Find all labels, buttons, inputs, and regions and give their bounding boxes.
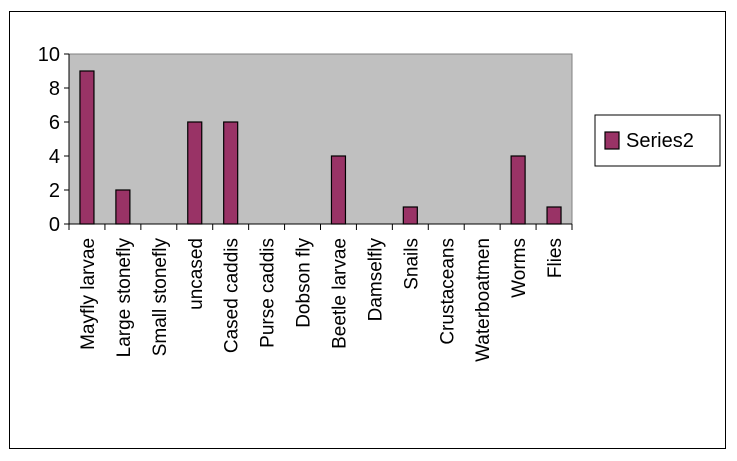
- plot-area: [68, 53, 573, 225]
- x-tick-label: Small stonefly: [150, 238, 171, 357]
- bars: [79, 70, 562, 225]
- x-tick-label: Snails: [401, 238, 422, 290]
- x-tick-label: Waterboatmen: [473, 238, 494, 362]
- x-axis: Mayfly larvae Large stonefly Small stonefl…: [68, 223, 573, 362]
- bar: [510, 155, 526, 225]
- y-tick-label: 10: [38, 44, 60, 66]
- x-tick-label: uncased: [186, 238, 207, 310]
- y-axis: 0 2 4 6 8 10: [38, 44, 70, 236]
- legend: Series2: [594, 114, 721, 167]
- bar: [223, 121, 239, 225]
- legend-label: Series2: [626, 130, 694, 152]
- x-tick-label: Mayfly larvae: [78, 238, 99, 350]
- x-tick-label: Cased caddis: [222, 238, 243, 353]
- x-tick-label: Dobson fly: [294, 238, 315, 328]
- x-tick-label: Purse caddis: [258, 238, 279, 348]
- y-tick-label: 0: [49, 214, 60, 236]
- y-tick-label: 4: [49, 146, 60, 168]
- bar: [79, 70, 95, 225]
- bar: [546, 206, 562, 225]
- x-tick-label: Flies: [545, 238, 566, 278]
- bar: [115, 189, 131, 225]
- y-tick-label: 8: [49, 78, 60, 100]
- bar: [330, 155, 347, 225]
- legend-swatch: [604, 131, 620, 150]
- x-tick-label: Worms: [509, 238, 530, 298]
- x-tick-label: Crustaceans: [437, 238, 458, 345]
- x-tick-label: Damselfly: [365, 238, 386, 322]
- y-tick-label: 6: [49, 112, 60, 134]
- bar: [187, 121, 203, 225]
- x-tick-label: Large stonefly: [114, 238, 135, 358]
- y-tick-label: 2: [49, 180, 60, 202]
- x-tick-label: Beetle larvae: [329, 238, 350, 349]
- bar: [402, 206, 418, 225]
